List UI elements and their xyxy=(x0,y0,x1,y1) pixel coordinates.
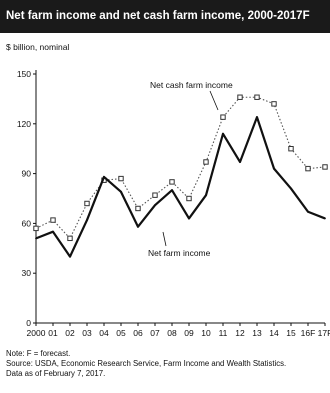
x-tick-label: 08 xyxy=(167,328,177,338)
series-line-net-cash-farm-income xyxy=(35,96,326,240)
x-tick-label: 04 xyxy=(99,328,109,338)
x-tick-label: 11 xyxy=(219,328,228,338)
data-point-net-farm-income xyxy=(239,161,241,163)
data-point-net-farm-income xyxy=(69,255,71,258)
data-point-net-cash-farm-income xyxy=(50,217,56,223)
data-point-net-cash-farm-income xyxy=(271,101,277,107)
x-tick-label: 09 xyxy=(184,328,194,338)
data-point-net-cash-farm-income xyxy=(186,195,192,202)
x-tick-label: 15 xyxy=(286,328,296,338)
y-tick-label: 30 xyxy=(22,268,32,278)
note-forecast: Note: F = forecast. xyxy=(6,349,71,358)
chart-title: Net farm income and net cash farm income… xyxy=(0,0,330,33)
data-point-net-farm-income xyxy=(307,210,309,213)
y-tick-label: 60 xyxy=(22,218,32,228)
data-point-net-cash-farm-income xyxy=(67,235,73,242)
chart-notes: Note: F = forecast. Source: USDA, Econom… xyxy=(6,349,286,379)
note-data-date: Data as of February 7, 2017. xyxy=(6,369,106,378)
data-point-net-cash-farm-income xyxy=(135,205,141,212)
series-line-net-farm-income xyxy=(35,116,326,258)
x-tick-label: 16F xyxy=(301,328,316,338)
annotation-leader-net-cash xyxy=(209,90,219,111)
y-tick-label: 150 xyxy=(17,69,31,79)
data-point-net-farm-income xyxy=(137,225,139,228)
data-point-net-farm-income xyxy=(52,230,54,233)
data-point-net-cash-farm-income xyxy=(220,114,226,120)
x-tick-label: 01 xyxy=(48,328,58,338)
x-tick-label: 13 xyxy=(252,328,262,338)
data-point-net-cash-farm-income xyxy=(169,179,175,185)
data-point-net-cash-farm-income xyxy=(152,192,158,198)
data-point-net-cash-farm-income xyxy=(237,94,243,100)
x-tick-label: 12 xyxy=(235,328,245,338)
x-tick-label: 03 xyxy=(82,328,92,338)
data-point-net-cash-farm-income xyxy=(288,146,294,152)
data-point-net-farm-income xyxy=(290,187,292,190)
data-point-net-farm-income xyxy=(222,132,224,135)
data-point-net-farm-income xyxy=(35,237,37,240)
data-point-net-cash-farm-income xyxy=(84,200,90,207)
data-point-net-farm-income xyxy=(171,189,173,192)
data-point-net-cash-farm-income xyxy=(33,225,39,232)
y-tick-label: 90 xyxy=(22,169,32,179)
data-point-net-farm-income xyxy=(188,217,190,220)
data-point-net-cash-farm-income xyxy=(203,159,209,165)
data-point-net-cash-farm-income xyxy=(322,164,328,170)
data-point-net-farm-income xyxy=(273,167,275,170)
x-tick-label: 07 xyxy=(150,328,160,338)
x-tick-label: 2000 xyxy=(27,328,46,338)
data-point-net-cash-farm-income xyxy=(305,165,311,172)
x-tick-label: 17F xyxy=(318,328,330,338)
y-tick-label: 120 xyxy=(17,119,31,129)
x-tick-label: 02 xyxy=(65,328,75,338)
data-point-net-farm-income xyxy=(103,176,105,178)
data-point-net-farm-income xyxy=(154,204,156,207)
annotation-net-cash-farm-income: Net cash farm income xyxy=(150,80,233,90)
note-source: Source: USDA, Economic Research Service,… xyxy=(6,359,287,368)
data-point-net-cash-farm-income xyxy=(118,175,124,182)
y-tick-label: 0 xyxy=(26,318,31,328)
data-point-net-farm-income xyxy=(120,190,122,193)
data-point-net-cash-farm-income xyxy=(254,94,260,100)
x-tick-label: 10 xyxy=(201,328,211,338)
y-axis-unit-label: $ billion, nominal xyxy=(6,42,70,52)
data-point-net-farm-income xyxy=(324,217,326,220)
annotation-net-farm-income: Net farm income xyxy=(148,248,211,258)
data-point-net-farm-income xyxy=(256,116,258,119)
x-tick-label: 05 xyxy=(116,328,126,338)
data-point-net-farm-income xyxy=(205,194,207,197)
x-tick-label: 14 xyxy=(269,328,279,338)
data-point-net-farm-income xyxy=(86,219,88,221)
x-tick-label: 06 xyxy=(133,328,143,338)
annotation-leader-net-farm xyxy=(162,231,167,247)
